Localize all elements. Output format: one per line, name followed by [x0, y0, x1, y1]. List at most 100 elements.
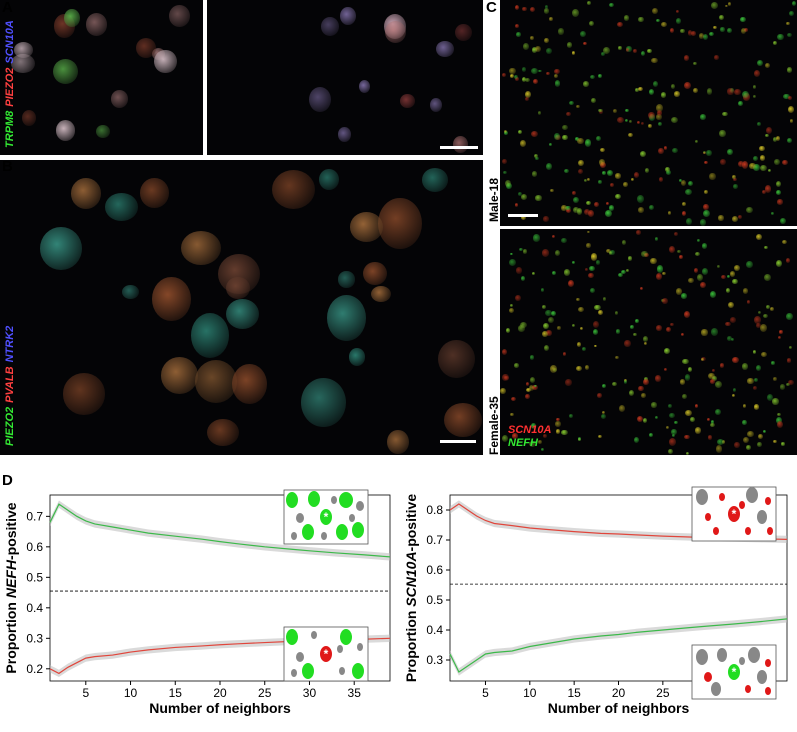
cell-blob [576, 207, 583, 215]
cell-blob [711, 419, 715, 424]
cell-blob [773, 40, 778, 45]
cell-blob [667, 210, 672, 215]
cell-blob [788, 10, 795, 17]
inset-cell [302, 524, 314, 540]
inset-cell [739, 657, 745, 665]
y-tick-label: 0.5 [426, 593, 443, 607]
cell-blob [715, 409, 721, 416]
cell-blob [589, 75, 595, 80]
inset-cell [339, 667, 345, 675]
cell-blob [777, 421, 784, 429]
y-axis-label: Proportion SCN10A-positive [403, 494, 419, 682]
panel-c-female-image [500, 229, 797, 455]
cell-blob [602, 383, 607, 389]
cell-blob [340, 6, 356, 25]
cell-blob [624, 15, 629, 21]
inset-cell [349, 514, 355, 522]
cell-blob [711, 2, 718, 9]
cell-blob [504, 375, 509, 380]
cell-blob [678, 254, 683, 260]
cell-blob [226, 276, 250, 299]
cell-blob [591, 98, 596, 104]
cell-blob [789, 119, 794, 123]
cell-blob [575, 104, 580, 108]
cell-blob [766, 305, 771, 310]
cell-blob [788, 106, 795, 113]
cell-blob [598, 108, 603, 113]
cell-blob [683, 54, 690, 61]
cell-blob [618, 46, 622, 50]
cell-blob [528, 384, 534, 391]
cell-blob [706, 88, 713, 95]
cell-blob [531, 46, 538, 53]
cell-blob [549, 365, 557, 374]
cell-blob [727, 88, 734, 95]
x-tick-label: 10 [523, 686, 537, 700]
cell-blob [421, 168, 449, 192]
x-tick-label: 5 [82, 686, 89, 700]
cell-blob [786, 312, 793, 320]
inset-cell [765, 497, 771, 505]
cell-blob [633, 332, 637, 336]
cell-blob [668, 404, 673, 409]
cell-blob [654, 236, 659, 241]
cell-blob [588, 273, 594, 279]
cell-blob [600, 51, 605, 56]
cell-blob [180, 231, 221, 266]
inset-cell [321, 532, 327, 540]
cell-blob [744, 28, 748, 32]
cell-blob [547, 316, 555, 323]
cell-blob [692, 87, 698, 94]
cell-blob [733, 177, 737, 182]
cell-blob [720, 363, 725, 368]
cell-blob [603, 46, 611, 54]
cell-blob [615, 193, 622, 199]
cell-blob [725, 4, 729, 8]
cell-blob [515, 31, 522, 37]
cell-blob [630, 324, 634, 329]
cell-blob [655, 325, 663, 331]
cell-blob [194, 359, 237, 403]
inset-asterisk: * [732, 507, 737, 521]
cell-blob [510, 396, 517, 402]
cell-blob [509, 307, 515, 313]
cell-blob [648, 112, 655, 119]
cell-blob [598, 74, 602, 79]
cell-blob [544, 4, 549, 9]
cell-blob [609, 3, 614, 8]
cell-blob [770, 307, 775, 311]
cell-blob [742, 287, 749, 294]
cell-blob [576, 342, 582, 347]
cell-blob [715, 445, 723, 454]
cell-blob [609, 182, 614, 188]
inset-cell [711, 682, 721, 696]
cell-blob [785, 383, 790, 386]
cell-blob [326, 295, 367, 342]
cell-blob [584, 139, 592, 147]
inset-center-cell [728, 506, 740, 522]
cell-blob [63, 9, 80, 27]
cell-blob [618, 273, 623, 278]
cell-blob [534, 156, 539, 161]
cell-blob [541, 304, 547, 309]
cell-blob [776, 189, 781, 195]
cell-blob [703, 210, 711, 218]
cell-blob [546, 48, 553, 55]
cell-blob [786, 138, 792, 144]
cell-blob [792, 1, 797, 7]
cell-blob [452, 136, 468, 153]
x-axis-label: Number of neighbors [149, 700, 291, 716]
cell-blob [704, 190, 708, 195]
cell-blob [301, 378, 346, 427]
cell-blob [787, 96, 793, 101]
cell-blob [529, 377, 535, 384]
cell-blob [556, 417, 560, 422]
cell-blob [594, 304, 601, 311]
cell-blob [742, 91, 749, 99]
cell-blob [685, 410, 692, 417]
cell-blob [767, 168, 771, 172]
cell-blob [670, 116, 678, 124]
cell-blob [695, 140, 699, 144]
cell-blob [741, 28, 747, 35]
cell-blob [636, 121, 641, 125]
